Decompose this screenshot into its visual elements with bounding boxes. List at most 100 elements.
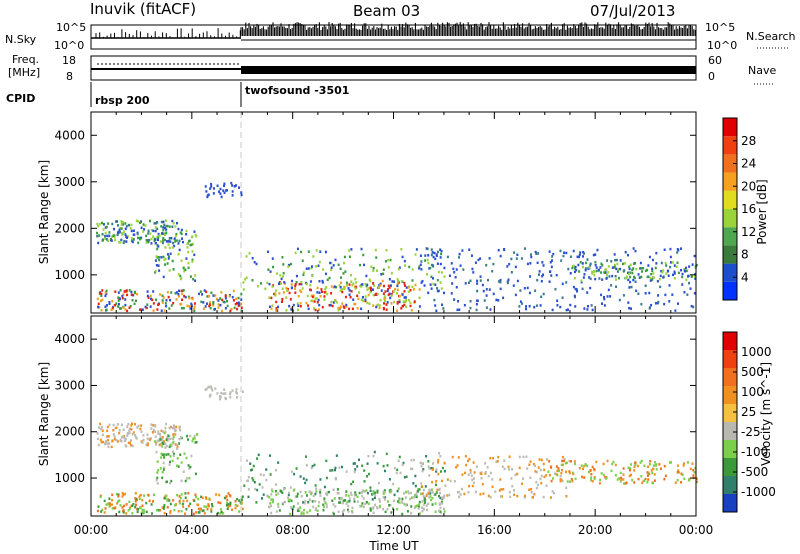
echo-cell	[675, 265, 678, 269]
echo-cell	[556, 304, 559, 307]
echo-cell	[240, 306, 243, 310]
echo-cell	[367, 287, 370, 290]
echo-cell	[130, 293, 133, 297]
echo-cell	[629, 271, 632, 274]
colorbar-cell	[723, 404, 737, 422]
echo-cell	[640, 459, 643, 463]
echo-cell	[567, 267, 570, 271]
colorbar-tick-label: 4	[741, 270, 749, 284]
echo-cell	[172, 424, 175, 427]
echo-cell	[480, 477, 483, 480]
echo-cell	[508, 490, 511, 494]
echo-cell	[157, 432, 160, 435]
echo-cell	[104, 226, 107, 229]
echo-cell	[152, 424, 155, 427]
echo-cell	[115, 426, 118, 429]
echo-cell	[238, 186, 241, 189]
echo-cell	[407, 286, 410, 289]
echo-cell	[175, 221, 178, 225]
echo-cell	[400, 307, 403, 310]
echo-cell	[429, 266, 432, 270]
echo-cell	[508, 455, 511, 458]
echo-cell	[375, 304, 378, 307]
echo-cell	[419, 254, 422, 258]
echo-cell	[208, 294, 211, 298]
echo-cell	[463, 492, 466, 496]
echo-cell	[278, 509, 281, 512]
echo-cell	[499, 495, 502, 498]
echo-cell	[136, 510, 139, 514]
echo-cell	[106, 304, 109, 307]
echo-cell	[244, 278, 247, 281]
echo-cell	[422, 503, 425, 506]
echo-cell	[334, 258, 337, 262]
echo-cell	[169, 437, 172, 441]
echo-cell	[354, 493, 357, 497]
echo-cell	[397, 459, 400, 463]
echo-cell	[565, 494, 568, 498]
echo-cell	[142, 434, 145, 437]
echo-cell	[208, 385, 211, 389]
echo-cell	[406, 510, 409, 513]
freq-label-2: [MHz]	[8, 66, 40, 79]
echo-cell	[250, 468, 253, 472]
echo-cell	[476, 279, 479, 283]
echo-cell	[424, 254, 427, 257]
echo-cell	[472, 477, 475, 480]
echo-cell	[351, 283, 354, 287]
echo-cell	[464, 455, 467, 458]
echo-cell	[536, 261, 539, 265]
echo-cell	[361, 502, 364, 505]
echo-cell	[235, 390, 238, 394]
echo-cell	[481, 283, 484, 287]
echo-cell	[116, 220, 119, 223]
echo-cell	[652, 272, 655, 275]
echo-cell	[346, 284, 349, 287]
echo-cell	[370, 265, 373, 268]
echo-cell	[683, 477, 686, 480]
echo-cell	[123, 436, 126, 440]
echo-cell	[286, 496, 289, 500]
echo-cell	[318, 291, 321, 294]
echo-cell	[162, 228, 165, 232]
echo-cell	[620, 476, 623, 480]
echo-cell	[679, 268, 682, 272]
echo-cell	[358, 458, 361, 462]
echo-cell	[141, 508, 144, 512]
echo-cell	[124, 439, 127, 442]
echo-cell	[422, 508, 425, 511]
nsky-panel-frame	[90, 24, 697, 50]
echo-cell	[348, 255, 351, 259]
echo-cell	[360, 247, 363, 251]
echo-cell	[425, 494, 428, 498]
echo-cell	[125, 235, 128, 238]
echo-cell	[603, 271, 606, 274]
echo-cell	[571, 479, 574, 483]
echo-cell	[237, 304, 240, 308]
echo-cell	[373, 496, 376, 500]
echo-cell	[450, 292, 453, 295]
echo-cell	[418, 305, 421, 308]
echo-cell	[165, 228, 168, 231]
echo-cell	[132, 229, 135, 232]
echo-cell	[359, 504, 362, 508]
echo-cell	[401, 500, 404, 503]
echo-cell	[568, 470, 571, 473]
echo-cell	[215, 493, 218, 496]
echo-cell	[120, 423, 123, 426]
echo-cell	[420, 492, 423, 496]
echo-cell	[435, 470, 438, 473]
echo-cell	[278, 282, 281, 286]
echo-cell	[480, 471, 483, 474]
echo-cell	[220, 195, 223, 199]
echo-cell	[302, 501, 305, 504]
echo-cell	[676, 471, 679, 474]
echo-cell	[208, 304, 211, 308]
echo-cell	[128, 289, 131, 292]
echo-cell	[220, 510, 223, 514]
echo-cell	[591, 272, 594, 275]
echo-cell	[561, 296, 564, 299]
echo-cell	[420, 465, 423, 468]
echo-cell	[398, 300, 401, 304]
echo-cell	[141, 441, 144, 444]
